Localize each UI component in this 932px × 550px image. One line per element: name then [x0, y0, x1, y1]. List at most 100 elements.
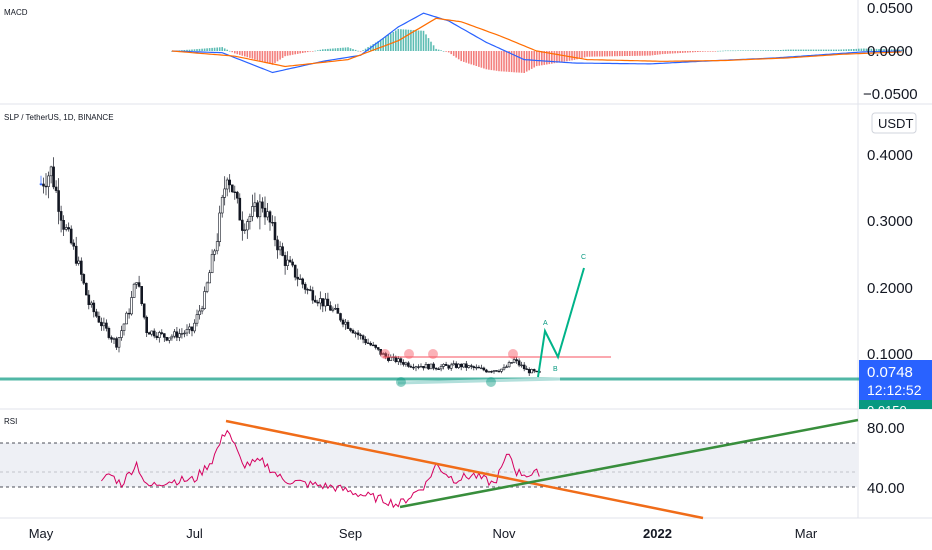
candle-body	[183, 332, 186, 335]
candle-body	[52, 166, 55, 188]
candle-body	[155, 335, 159, 339]
candle-body	[354, 332, 357, 334]
macd-histogram-bar	[382, 38, 384, 51]
candle-body	[487, 371, 491, 373]
candle-body	[180, 333, 184, 335]
candle-body	[497, 370, 501, 373]
macd-histogram-bar	[193, 49, 196, 51]
macd-histogram-bar	[352, 49, 354, 51]
macd-histogram-bar	[870, 48, 873, 51]
time-axis: May Jul Sep Nov 2022 Mar	[29, 526, 818, 541]
candle-body	[525, 368, 529, 370]
candle-body	[298, 278, 302, 280]
macd-histogram-bar	[239, 51, 241, 55]
macd-histogram-bar	[296, 51, 299, 54]
macd-histogram-bar	[656, 51, 659, 55]
unit-label: USDT	[878, 116, 913, 131]
macd-histogram-bar	[842, 49, 845, 51]
macd-histogram-bar	[525, 51, 528, 72]
macd-panel-title: MACD	[4, 8, 28, 17]
macd-histogram-bar	[523, 51, 525, 73]
macd-histogram-bar	[742, 50, 744, 51]
macd-histogram-bar	[689, 51, 691, 53]
macd-histogram-bar	[221, 47, 223, 51]
candle-body	[107, 327, 111, 338]
macd-histogram-bar	[319, 49, 322, 51]
candle-body	[462, 363, 466, 368]
macd-histogram-bar	[301, 51, 304, 53]
candle-body	[85, 282, 88, 296]
macd-histogram-bar	[626, 51, 629, 56]
macd-histogram-bar	[374, 42, 377, 51]
candle-body	[414, 366, 418, 369]
macd-histogram-bar	[503, 51, 505, 72]
candle-body	[515, 359, 518, 362]
candle-body	[62, 220, 65, 230]
candle-body	[105, 322, 108, 329]
macd-histogram-bar	[659, 51, 661, 55]
candle-body	[452, 363, 456, 366]
macd-histogram-bar	[810, 49, 812, 51]
macd-histogram-bar	[697, 51, 699, 52]
macd-histogram-bar	[402, 29, 405, 51]
macd-histogram-bar	[548, 51, 551, 65]
candle-body	[87, 294, 91, 305]
macd-histogram-bar	[327, 48, 329, 51]
candle-body	[427, 363, 430, 370]
macd-histogram-bar	[780, 50, 782, 51]
candle-body	[268, 211, 272, 223]
candle-body	[376, 347, 380, 350]
candle-body	[42, 183, 45, 187]
macd-histogram-bar	[216, 47, 218, 51]
macd-histogram-bar	[807, 49, 810, 51]
macd-histogram-bar	[450, 51, 452, 55]
macd-histogram-bar	[666, 51, 669, 54]
macd-histogram-bar	[853, 49, 855, 51]
macd-histogram-bar	[598, 51, 601, 57]
macd-histogram-bar	[385, 36, 387, 51]
candle-body	[429, 363, 433, 370]
macd-histogram-bar	[432, 45, 435, 51]
macd-histogram-bar	[281, 51, 284, 58]
candle-body	[417, 366, 420, 368]
candle-body	[90, 302, 93, 306]
macd-histogram-bar	[644, 51, 646, 56]
candle-body	[412, 366, 415, 369]
candle-body	[469, 365, 473, 367]
macd-histogram-bar	[231, 51, 233, 53]
candle-body	[117, 337, 121, 348]
candle-body	[371, 344, 375, 347]
macd-histogram-bar	[251, 51, 254, 59]
macd-histogram-bar	[211, 47, 213, 51]
macd-histogram-bar	[596, 51, 598, 57]
candle-body	[449, 364, 453, 369]
candle-body	[140, 286, 143, 304]
macd-histogram-bar	[241, 51, 244, 56]
macd-histogram-bar	[447, 51, 450, 53]
macd-histogram-bar	[636, 51, 639, 56]
macd-histogram-bar	[533, 51, 535, 68]
macd-histogram-bar	[757, 50, 759, 51]
macd-histogram-bar	[309, 51, 312, 52]
candle-body	[54, 186, 58, 191]
macd-histogram-bar	[664, 51, 666, 54]
candle-body	[64, 227, 68, 230]
wave-label-b: B	[553, 366, 558, 373]
macd-histogram-bar	[430, 41, 432, 51]
macd-histogram-bar	[759, 50, 762, 51]
candle-body	[349, 328, 352, 331]
rsi-down-trendline	[225, 419, 704, 520]
macd-histogram-bar	[256, 51, 259, 61]
macd-histogram-bar	[858, 48, 860, 51]
macd-histogram-bar	[553, 51, 556, 64]
macd-histogram-bar	[299, 51, 301, 54]
candle-body	[283, 255, 287, 266]
candle-body	[74, 245, 78, 264]
macd-histogram-bar	[707, 51, 709, 52]
price-candles	[39, 157, 541, 376]
macd-histogram-bar	[206, 48, 208, 51]
unit-label-box[interactable]	[871, 112, 917, 134]
macd-histogram-bar	[790, 49, 792, 51]
candle-body	[474, 366, 478, 369]
candle-body	[439, 366, 443, 370]
